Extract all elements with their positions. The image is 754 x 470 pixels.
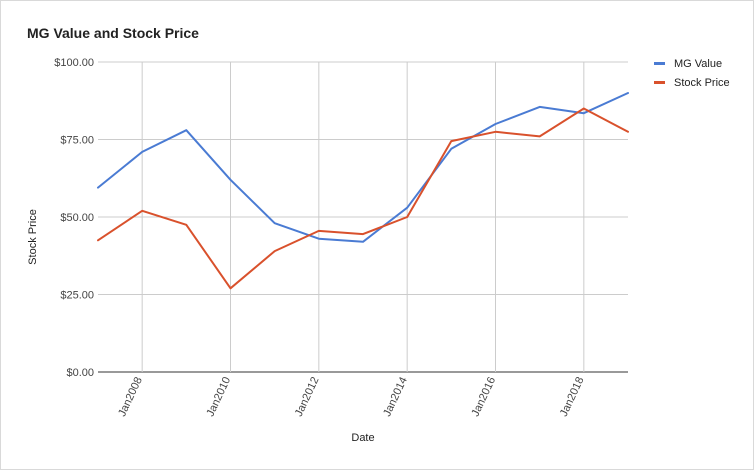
x-tick-label: Jan2014 <box>381 375 410 418</box>
legend-swatch-stock-price <box>654 81 665 84</box>
x-tick-label: Jan2008 <box>116 375 145 418</box>
y-tick-label: $50.00 <box>60 212 94 224</box>
x-tick-label: Jan2012 <box>293 375 322 418</box>
legend-label-mg-value: MG Value <box>674 57 723 70</box>
legend-label-stock-price: Stock Price <box>674 76 730 89</box>
legend-item-stock-price: Stock Price <box>654 73 730 92</box>
x-tick-label: Jan2010 <box>205 375 234 418</box>
series-line-stock-price <box>97 107 629 290</box>
x-axis-title: Date <box>351 432 374 444</box>
chart-title: MG Value and Stock Price <box>27 25 199 41</box>
y-tick-label: $25.00 <box>60 290 94 302</box>
legend-swatch-mg-value <box>654 62 665 65</box>
legend-item-mg-value: MG Value <box>654 54 730 73</box>
y-axis-tick-labels: $0.00 $25.00 $50.00 $75.00 $100.00 <box>54 57 94 379</box>
x-axis-tick-labels: Jan2008 Jan2010 Jan2012 Jan2014 Jan2016 Jan20… <box>116 375 586 418</box>
y-tick-label: $75.00 <box>60 135 94 147</box>
series-lines <box>97 92 629 290</box>
x-tick-label: Jan2018 <box>558 375 587 418</box>
series-line-mg-value <box>97 92 629 243</box>
x-tick-label: Jan2016 <box>470 375 499 418</box>
legend: MG Value Stock Price <box>654 54 730 92</box>
y-tick-label: $0.00 <box>66 367 94 379</box>
y-tick-label: $100.00 <box>54 57 94 69</box>
y-axis-title: Stock Price <box>27 209 39 265</box>
